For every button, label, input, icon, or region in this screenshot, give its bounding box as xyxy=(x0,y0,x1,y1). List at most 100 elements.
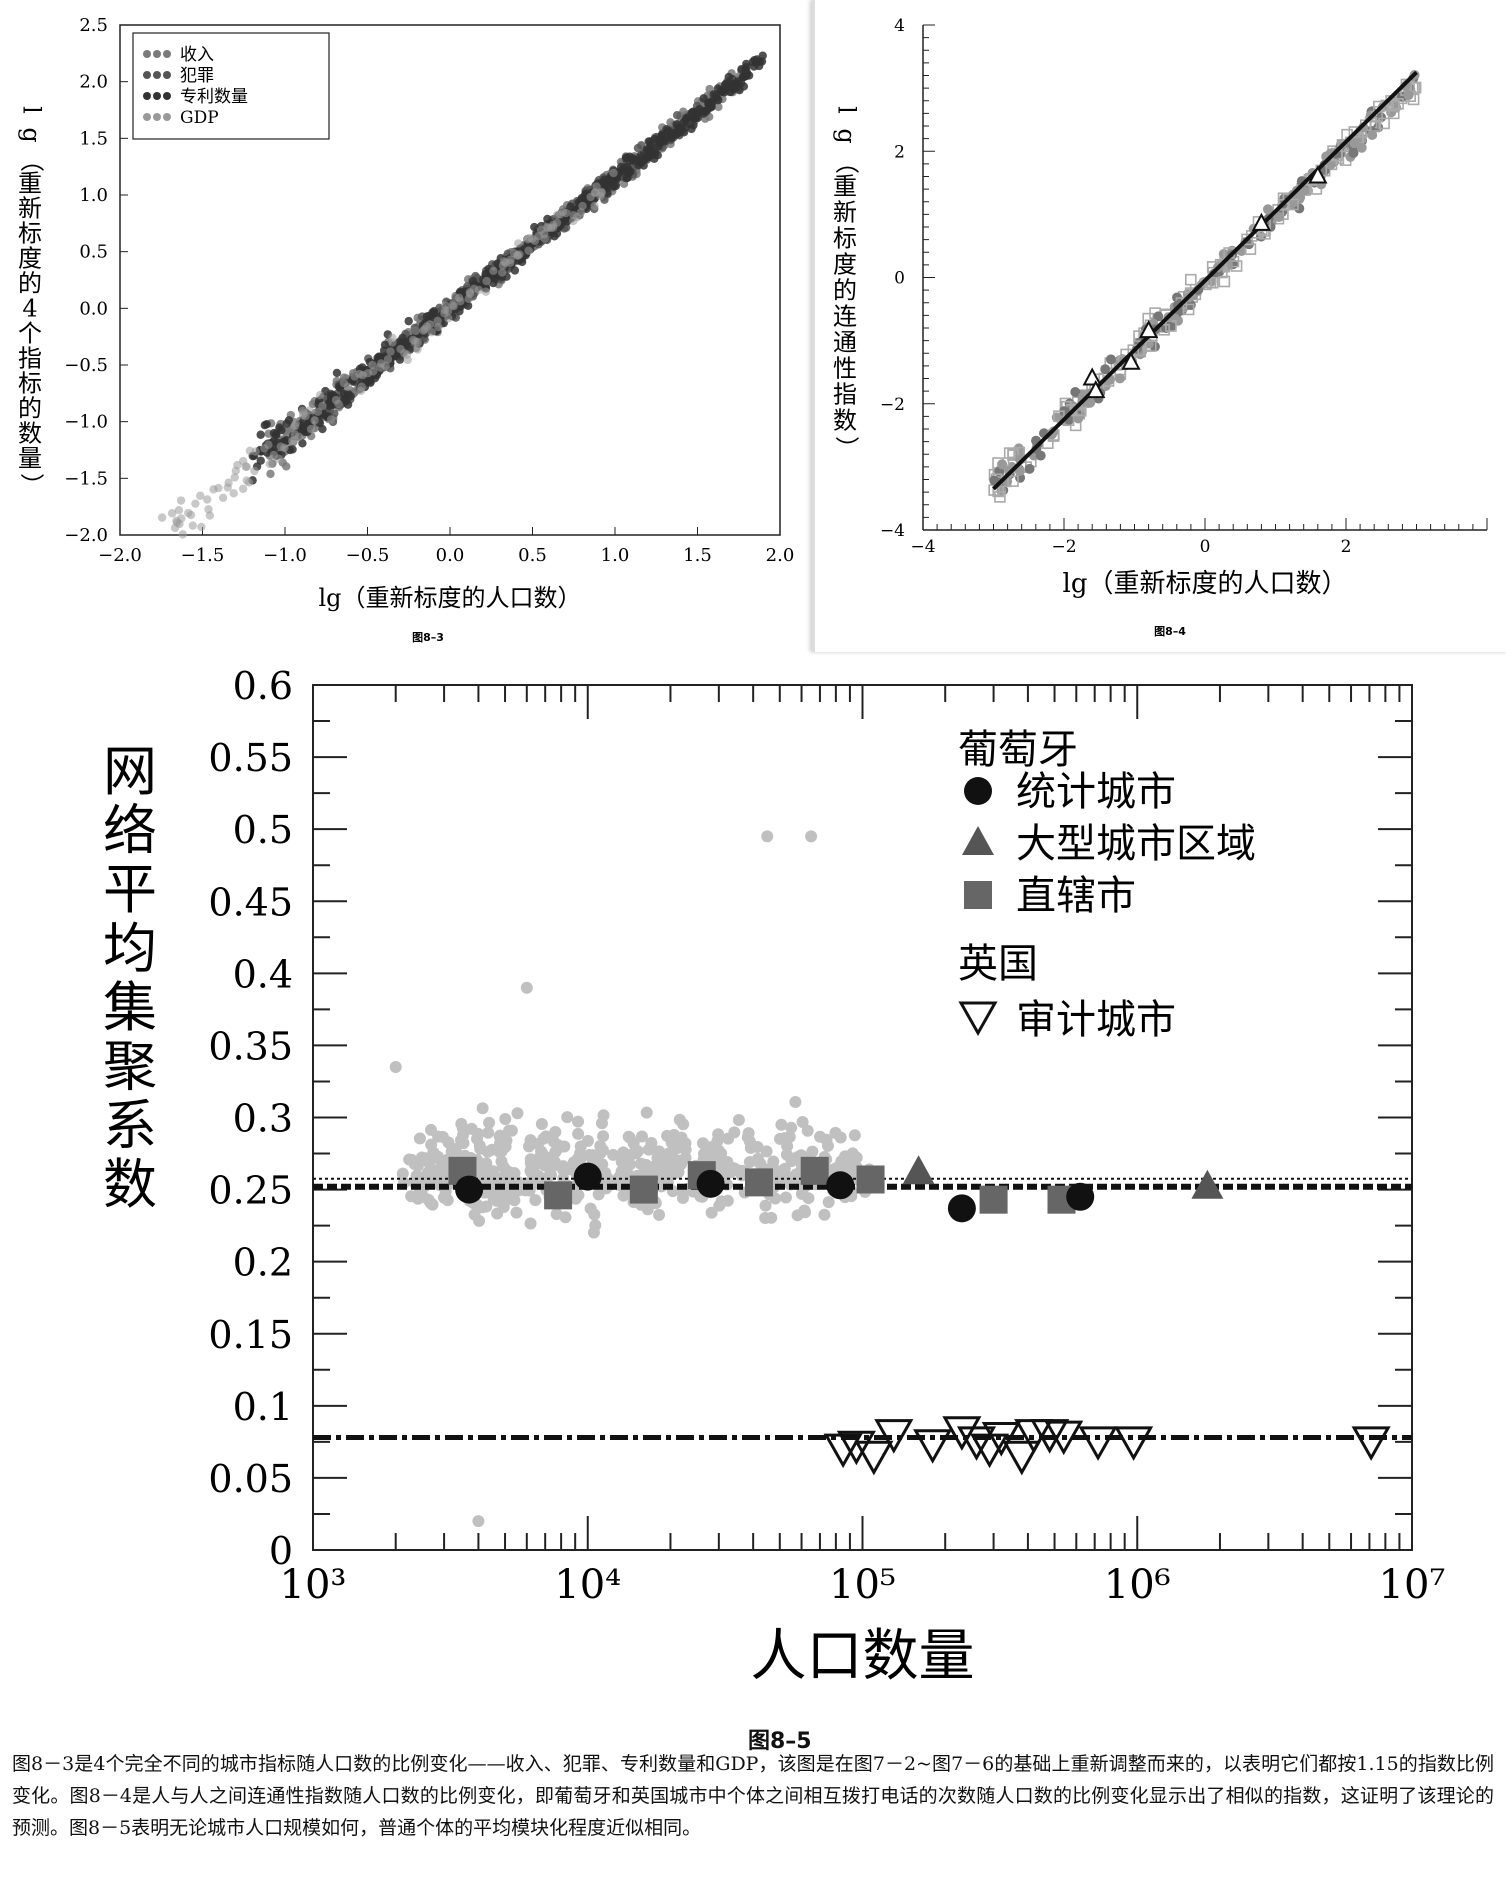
point-square xyxy=(1182,303,1195,316)
background-point xyxy=(638,1166,651,1179)
y-tick-label: 0.45 xyxy=(208,880,293,924)
y-tick-label: 1.0 xyxy=(79,185,108,206)
y-axis-label-char: 指 xyxy=(833,381,857,409)
point-GDP xyxy=(274,454,283,463)
marker-统计城市 xyxy=(826,1171,855,1200)
marker-审计城市 xyxy=(874,1419,914,1454)
background-point xyxy=(765,1211,778,1224)
fit-line xyxy=(992,70,1418,491)
background-point xyxy=(818,1208,831,1221)
point-专利数量 xyxy=(741,65,750,74)
y-axis-label-char: 个 xyxy=(18,320,42,348)
point-GDP xyxy=(157,513,167,522)
triangle-marker xyxy=(1121,351,1141,370)
legend-marker xyxy=(964,777,992,805)
y-axis-label-char: 络 xyxy=(103,799,157,862)
point-GDP xyxy=(291,419,300,428)
figure-8-4: −4 −2 0 2 −4 −2 0 2 4 lg（重新标度的人口数） l g （重新标度的连通性指数） 图… xyxy=(812,0,1506,652)
figure-8-3: −2.0 −1.5 −1.0 −0.5 0.0 0.5 1.0 1.5 2.0 −2.0 −1.5 −… xyxy=(0,0,808,652)
point-GDP xyxy=(178,530,188,539)
background-point xyxy=(503,1124,516,1137)
background-point xyxy=(482,1126,495,1139)
legend-marker xyxy=(163,71,171,79)
y-axis-label-char: g xyxy=(833,128,861,143)
figure-label: 图8–4 xyxy=(1154,625,1186,638)
point-专利数量 xyxy=(358,363,367,372)
y-tick-label: 0.5 xyxy=(233,808,293,852)
point-专利数量 xyxy=(398,333,407,343)
background-point xyxy=(727,1162,740,1175)
y-tick-label: 0 xyxy=(894,269,905,289)
legend-marker xyxy=(143,92,151,100)
background-point xyxy=(673,1113,686,1126)
point-专利数量 xyxy=(455,307,464,316)
y-axis-label-char: 新 xyxy=(833,199,857,227)
point-专利数量 xyxy=(340,394,349,404)
y-tick-label: 2 xyxy=(894,142,905,162)
background-point xyxy=(520,981,533,994)
marker-大型城市区域 xyxy=(902,1155,935,1185)
marker-审计城市 xyxy=(836,1430,876,1466)
legend-label: 大型城市区域 xyxy=(1016,821,1256,867)
legend-box xyxy=(132,32,330,140)
y-tick-label: 2.5 xyxy=(79,15,108,36)
point-专利数量 xyxy=(634,161,643,170)
background-point xyxy=(549,1126,562,1139)
background-point xyxy=(761,830,774,843)
background-point xyxy=(550,1208,563,1221)
background-point xyxy=(778,1132,791,1145)
y-tick-label: 0.1 xyxy=(233,1385,293,1429)
point-circle xyxy=(1356,142,1367,153)
background-point xyxy=(558,1140,571,1153)
legend-marker xyxy=(163,113,171,121)
point-GDP xyxy=(449,301,458,311)
point-GDP xyxy=(368,360,377,370)
y-tick-label: 0.2 xyxy=(233,1241,293,1285)
point-专利数量 xyxy=(679,128,689,137)
background-point xyxy=(712,1128,725,1141)
point-circle xyxy=(1262,204,1273,215)
point-专利数量 xyxy=(566,202,575,211)
background-point xyxy=(717,1163,730,1176)
background-point xyxy=(480,1200,493,1213)
background-point xyxy=(705,1206,718,1219)
marker-直辖市 xyxy=(979,1185,1008,1214)
point-GDP xyxy=(451,293,460,302)
point-专利数量 xyxy=(655,139,665,148)
point-GDP xyxy=(514,239,523,248)
point-square xyxy=(1003,447,1016,459)
background-point xyxy=(661,1151,674,1164)
point-收入 xyxy=(266,469,275,479)
y-tick-label: 0.6 xyxy=(233,664,293,708)
point-GDP xyxy=(265,459,274,469)
point-GDP xyxy=(536,225,546,235)
point-GDP xyxy=(224,478,233,487)
y-axis-label-char: 均 xyxy=(103,917,157,980)
point-square xyxy=(1287,198,1299,211)
background-point xyxy=(630,1147,643,1160)
point-专利数量 xyxy=(530,222,539,232)
point-专利数量 xyxy=(662,125,671,134)
marker-审计城市 xyxy=(981,1422,1021,1457)
y-axis-label-char: 集 xyxy=(103,976,157,1039)
background-point xyxy=(424,1123,437,1136)
marker-统计城市 xyxy=(1066,1182,1095,1211)
y-tick-label: −2.0 xyxy=(64,525,108,546)
point-GDP xyxy=(592,182,601,191)
point-GDP xyxy=(288,436,297,446)
y-axis-label-char: （ xyxy=(833,150,861,174)
legend-label: 犯罪 xyxy=(180,66,214,86)
y-axis-label-char: 标 xyxy=(18,370,42,398)
point-GDP xyxy=(188,521,197,530)
x-tick-label: 1.0 xyxy=(601,545,630,566)
marker-大型城市区域 xyxy=(1191,1169,1224,1199)
point-专利数量 xyxy=(704,99,713,109)
background-point xyxy=(538,1159,551,1172)
background-point xyxy=(594,1139,607,1152)
point-GDP xyxy=(196,491,205,500)
point-GDP xyxy=(174,505,184,515)
point-专利数量 xyxy=(288,445,297,454)
chart-8-5: 0 0.05 0.1 0.15 0.2 0.25 0.3 0.35 0.4 0.45 0.5 0.55… xyxy=(103,664,1445,1689)
